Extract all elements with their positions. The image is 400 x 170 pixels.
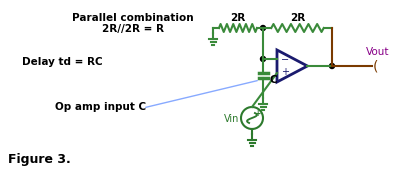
Text: +: + (281, 67, 289, 77)
Text: 2R: 2R (230, 13, 246, 23)
Text: Delay td = RC: Delay td = RC (22, 57, 103, 67)
Text: 2R: 2R (290, 13, 305, 23)
Text: 2R//2R = R: 2R//2R = R (102, 24, 164, 34)
Text: Vout: Vout (366, 47, 390, 57)
Circle shape (260, 26, 266, 30)
Text: C: C (270, 75, 278, 85)
Circle shape (260, 56, 266, 62)
Text: Parallel combination: Parallel combination (72, 13, 194, 23)
Text: +: + (254, 109, 260, 117)
Text: (: ( (373, 59, 378, 73)
Text: Figure 3.: Figure 3. (8, 154, 71, 166)
Text: −: − (281, 55, 289, 65)
Text: Vin: Vin (224, 114, 239, 124)
Circle shape (330, 64, 334, 69)
Text: Op amp input C: Op amp input C (55, 102, 146, 112)
